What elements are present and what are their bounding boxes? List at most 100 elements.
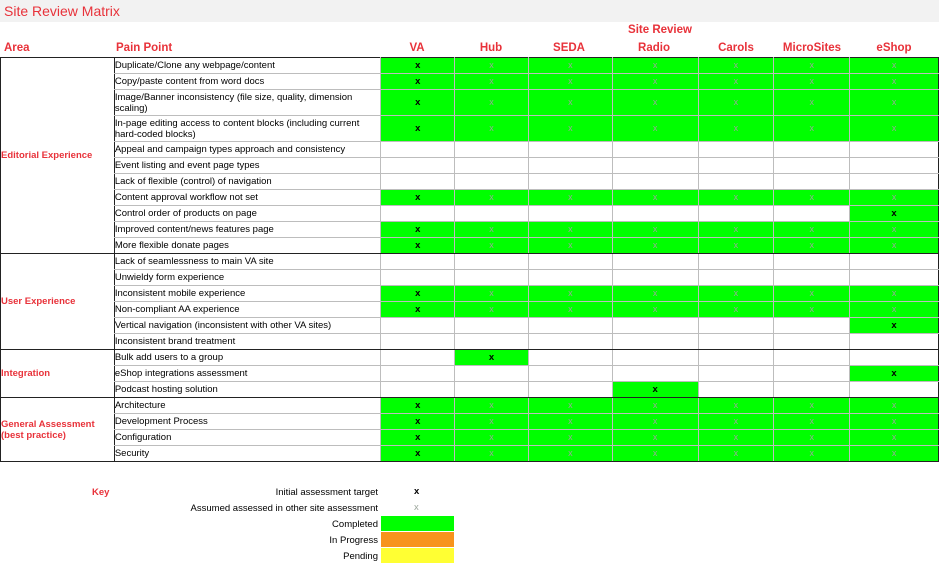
assumed-assessment-mark: x — [489, 76, 494, 86]
status-cell — [773, 317, 851, 334]
key-in-progress-label: In Progress — [329, 535, 378, 546]
status-cell: x — [849, 205, 939, 222]
status-cell — [849, 253, 939, 270]
pain-point-cell: Content approval workflow not set — [113, 189, 382, 206]
title-bar — [0, 0, 939, 22]
status-cell — [380, 253, 456, 270]
pain-point-cell: Security — [113, 445, 382, 462]
initial-assessment-mark: x — [891, 320, 897, 331]
assumed-assessment-mark: x — [568, 288, 573, 298]
status-cell: x — [454, 285, 529, 302]
assumed-assessment-mark: x — [489, 432, 494, 442]
status-cell: x — [527, 429, 613, 446]
key-completed-swatch — [381, 516, 454, 531]
status-cell — [611, 333, 699, 350]
table-row: General Assessment (best practice) Archit… — [0, 397, 939, 462]
status-cell: x — [849, 413, 939, 430]
status-cell — [697, 381, 775, 398]
status-cell — [454, 173, 529, 190]
assumed-assessment-mark: x — [568, 448, 573, 458]
status-cell — [527, 269, 613, 286]
status-cell: x — [454, 73, 529, 90]
status-cell — [527, 381, 613, 398]
status-cell — [697, 349, 775, 366]
assumed-assessment-mark: x — [733, 416, 739, 426]
initial-assessment-mark: x — [415, 123, 421, 134]
status-cell: x — [849, 189, 939, 206]
site-header-eshop: eShop — [876, 42, 912, 54]
status-cell: x — [454, 115, 529, 142]
status-cell — [697, 365, 775, 382]
status-cell: x — [454, 89, 529, 116]
status-cell: x — [697, 115, 775, 142]
status-cell — [380, 349, 456, 366]
status-cell: x — [849, 365, 939, 382]
table-row: Image/Banner inconsistency (file size, q… — [1, 89, 939, 116]
status-cell — [527, 205, 613, 222]
status-cell — [527, 365, 613, 382]
status-cell — [697, 173, 775, 190]
initial-assessment-mark: x — [415, 192, 421, 203]
status-cell: x — [380, 413, 456, 430]
status-cell: x — [849, 301, 939, 318]
assumed-assessment-mark: x — [652, 97, 658, 107]
assumed-assessment-mark: x — [809, 240, 814, 250]
pain-point-cell: Inconsistent mobile experience — [113, 285, 382, 302]
initial-assessment-mark: x — [891, 368, 897, 379]
assumed-assessment-mark: x — [652, 448, 658, 458]
status-cell: x — [697, 89, 775, 116]
assumed-assessment-mark: x — [489, 60, 494, 70]
assumed-assessment-mark: x — [652, 400, 658, 410]
table-row: Content approval workflow not set x x x x x x x — [1, 189, 939, 206]
table-row: Non-compliant AA experience x x x x x x x — [1, 301, 939, 318]
status-cell — [773, 365, 851, 382]
assumed-assessment-mark: x — [891, 400, 897, 410]
status-cell: x — [611, 285, 699, 302]
pain-point-cell: Architecture — [113, 397, 382, 414]
pain-point-cell: Inconsistent brand treatment — [113, 333, 382, 350]
status-cell: x — [773, 189, 851, 206]
assumed-assessment-mark: x — [733, 304, 739, 314]
key-pending-label: Pending — [343, 551, 378, 562]
initial-assessment-mark: x — [891, 208, 897, 219]
status-cell — [849, 349, 939, 366]
status-cell — [454, 269, 529, 286]
status-cell: x — [697, 397, 775, 414]
status-cell — [697, 333, 775, 350]
table-row: Improved content/news features page x x x x x… — [1, 221, 939, 238]
table-row: Podcast hosting solution x — [1, 381, 939, 398]
assumed-assessment-mark: x — [489, 304, 494, 314]
status-cell — [697, 205, 775, 222]
assumed-assessment-mark: x — [489, 192, 494, 202]
initial-assessment-mark: x — [415, 416, 421, 427]
status-cell: x — [697, 73, 775, 90]
status-cell — [773, 157, 851, 174]
pain-point-cell: Improved content/news features page — [113, 221, 382, 238]
area-column-header: Area — [4, 42, 30, 54]
pain-point-cell: Podcast hosting solution — [113, 381, 382, 398]
assumed-assessment-mark: x — [891, 60, 897, 70]
status-cell: x — [849, 115, 939, 142]
initial-assessment-mark: x — [488, 352, 495, 363]
assumed-assessment-mark: x — [809, 448, 814, 458]
status-cell — [697, 157, 775, 174]
status-cell: x — [697, 237, 775, 254]
pain-point-cell: Image/Banner inconsistency (file size, q… — [113, 89, 382, 116]
pain-point-cell: In-page editing access to content blocks… — [113, 115, 382, 142]
table-row: Development Process x x x x x x x — [1, 413, 939, 430]
status-cell — [611, 269, 699, 286]
status-cell: x — [773, 89, 851, 116]
status-cell — [380, 173, 456, 190]
assumed-assessment-mark: x — [489, 123, 494, 133]
site-header-va: VA — [409, 42, 425, 54]
status-cell: x — [849, 73, 939, 90]
status-cell: x — [611, 413, 699, 430]
table-row: Security x x x x x x x — [1, 445, 939, 462]
status-cell — [773, 333, 851, 350]
status-cell — [611, 173, 699, 190]
assumed-assessment-mark: x — [809, 224, 814, 234]
status-cell: x — [849, 397, 939, 414]
status-cell — [773, 253, 851, 270]
assumed-assessment-mark: x — [652, 123, 658, 133]
status-cell: x — [527, 237, 613, 254]
